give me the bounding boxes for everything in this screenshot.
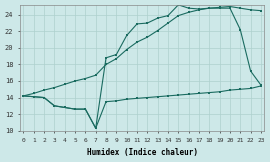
X-axis label: Humidex (Indice chaleur): Humidex (Indice chaleur): [87, 148, 198, 157]
